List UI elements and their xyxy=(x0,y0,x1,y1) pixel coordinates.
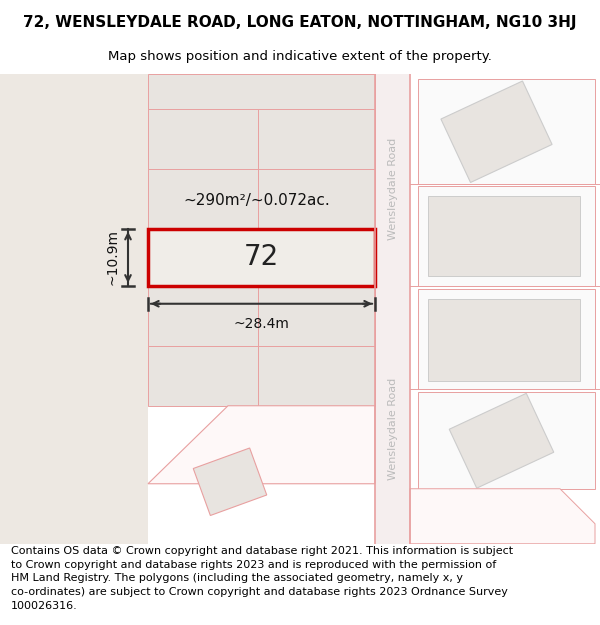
Text: Wensleydale Road: Wensleydale Road xyxy=(388,378,398,480)
Text: ~28.4m: ~28.4m xyxy=(233,317,289,331)
Bar xyxy=(418,79,595,184)
Text: 72: 72 xyxy=(244,243,279,271)
Bar xyxy=(258,169,375,229)
Bar xyxy=(418,289,595,389)
Polygon shape xyxy=(441,81,552,182)
Bar xyxy=(148,169,258,229)
Polygon shape xyxy=(193,448,267,516)
Text: Wensleydale Road: Wensleydale Road xyxy=(388,138,398,240)
Bar xyxy=(148,286,258,346)
Bar xyxy=(0,74,148,544)
Bar xyxy=(148,109,258,169)
Bar xyxy=(148,74,375,544)
Bar xyxy=(148,229,375,286)
Polygon shape xyxy=(449,393,554,488)
Bar xyxy=(258,286,375,346)
Polygon shape xyxy=(410,489,595,544)
Bar xyxy=(418,392,595,489)
Bar xyxy=(258,229,375,286)
Bar xyxy=(428,299,580,381)
Bar xyxy=(258,109,375,169)
Text: Map shows position and indicative extent of the property.: Map shows position and indicative extent… xyxy=(108,50,492,63)
Text: Contains OS data © Crown copyright and database right 2021. This information is : Contains OS data © Crown copyright and d… xyxy=(11,546,513,611)
Text: 72, WENSLEYDALE ROAD, LONG EATON, NOTTINGHAM, NG10 3HJ: 72, WENSLEYDALE ROAD, LONG EATON, NOTTIN… xyxy=(23,15,577,30)
Text: ~290m²/~0.072ac.: ~290m²/~0.072ac. xyxy=(183,193,330,208)
Text: ~10.9m: ~10.9m xyxy=(106,229,120,285)
Bar xyxy=(375,74,410,544)
Bar xyxy=(148,346,258,406)
Polygon shape xyxy=(148,406,375,484)
Bar xyxy=(148,74,375,109)
Bar xyxy=(418,186,595,286)
Bar xyxy=(428,196,580,276)
Bar xyxy=(410,74,600,544)
Bar xyxy=(258,346,375,406)
Bar xyxy=(148,229,258,286)
